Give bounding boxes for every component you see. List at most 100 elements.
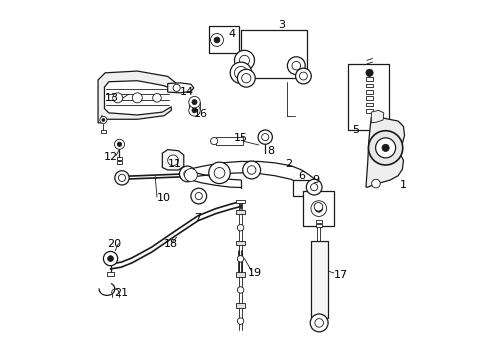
Circle shape	[309, 314, 327, 332]
Circle shape	[234, 50, 254, 70]
Text: 5: 5	[351, 125, 358, 135]
Text: 10: 10	[157, 193, 171, 203]
Circle shape	[237, 256, 244, 262]
Bar	[117, 161, 122, 163]
Circle shape	[195, 193, 202, 200]
Circle shape	[118, 174, 125, 181]
Text: 3: 3	[278, 19, 285, 30]
Circle shape	[100, 116, 107, 123]
Bar	[241, 30, 306, 78]
Polygon shape	[370, 111, 383, 123]
Bar	[117, 157, 122, 160]
Circle shape	[179, 166, 195, 182]
Text: 20: 20	[107, 239, 121, 249]
Circle shape	[115, 171, 129, 185]
Circle shape	[152, 94, 161, 102]
Circle shape	[247, 166, 255, 174]
Circle shape	[258, 130, 272, 144]
Bar	[236, 241, 244, 246]
Bar	[236, 272, 244, 276]
Circle shape	[234, 66, 247, 79]
Text: 7: 7	[194, 212, 201, 222]
Circle shape	[237, 225, 244, 231]
Circle shape	[184, 168, 197, 181]
Circle shape	[167, 155, 178, 166]
Polygon shape	[98, 71, 176, 123]
Bar	[365, 109, 372, 113]
Bar	[315, 224, 322, 227]
Bar	[365, 84, 372, 87]
Circle shape	[375, 138, 395, 158]
Circle shape	[371, 179, 380, 188]
Text: 8: 8	[267, 147, 274, 157]
Circle shape	[241, 73, 250, 83]
Bar	[365, 77, 372, 81]
Circle shape	[192, 108, 197, 113]
Circle shape	[192, 100, 197, 105]
Bar	[236, 210, 244, 214]
Circle shape	[230, 62, 251, 84]
Bar	[315, 220, 322, 223]
Circle shape	[313, 203, 322, 211]
Text: 15: 15	[233, 133, 247, 143]
Bar	[236, 200, 244, 203]
Bar	[310, 241, 327, 318]
Circle shape	[291, 62, 300, 70]
Circle shape	[102, 118, 104, 121]
Bar	[347, 64, 388, 130]
Text: 6: 6	[298, 171, 305, 181]
Circle shape	[237, 287, 244, 293]
Text: 9: 9	[312, 175, 319, 185]
Bar	[365, 90, 372, 94]
Circle shape	[237, 69, 255, 87]
Circle shape	[287, 57, 305, 75]
Text: 18: 18	[164, 239, 178, 249]
Circle shape	[132, 93, 142, 103]
Circle shape	[314, 319, 323, 327]
Circle shape	[107, 256, 113, 261]
Circle shape	[310, 201, 326, 216]
Text: 19: 19	[247, 268, 262, 278]
Text: 16: 16	[194, 109, 207, 119]
Circle shape	[117, 142, 122, 147]
Circle shape	[112, 93, 122, 103]
Bar	[303, 191, 333, 226]
Text: 14: 14	[180, 87, 194, 98]
Polygon shape	[167, 83, 193, 93]
Text: 11: 11	[167, 159, 182, 169]
Circle shape	[381, 144, 388, 152]
Bar	[208, 26, 239, 53]
Text: 21: 21	[114, 288, 128, 297]
Circle shape	[173, 84, 180, 91]
Text: 4: 4	[228, 28, 235, 39]
Circle shape	[261, 134, 268, 141]
Circle shape	[365, 69, 372, 76]
Circle shape	[190, 188, 206, 204]
Bar	[236, 303, 244, 308]
Circle shape	[315, 205, 322, 212]
Circle shape	[188, 96, 200, 108]
Circle shape	[214, 167, 224, 178]
Bar	[365, 103, 372, 107]
Circle shape	[208, 162, 230, 184]
Circle shape	[210, 33, 223, 46]
Circle shape	[295, 68, 311, 84]
Circle shape	[299, 72, 307, 80]
Circle shape	[367, 131, 402, 165]
Text: 1: 1	[399, 180, 406, 190]
Circle shape	[239, 55, 249, 65]
Bar	[107, 272, 114, 276]
Circle shape	[188, 105, 200, 116]
Circle shape	[237, 318, 244, 324]
Polygon shape	[162, 150, 183, 170]
Text: 17: 17	[333, 270, 347, 280]
Bar	[101, 130, 106, 133]
Bar	[216, 137, 242, 145]
Text: 2: 2	[285, 159, 292, 169]
Bar	[292, 180, 312, 196]
Circle shape	[310, 184, 317, 191]
Circle shape	[242, 161, 260, 179]
Circle shape	[103, 251, 118, 266]
Circle shape	[214, 37, 220, 43]
Text: 13: 13	[105, 93, 119, 103]
